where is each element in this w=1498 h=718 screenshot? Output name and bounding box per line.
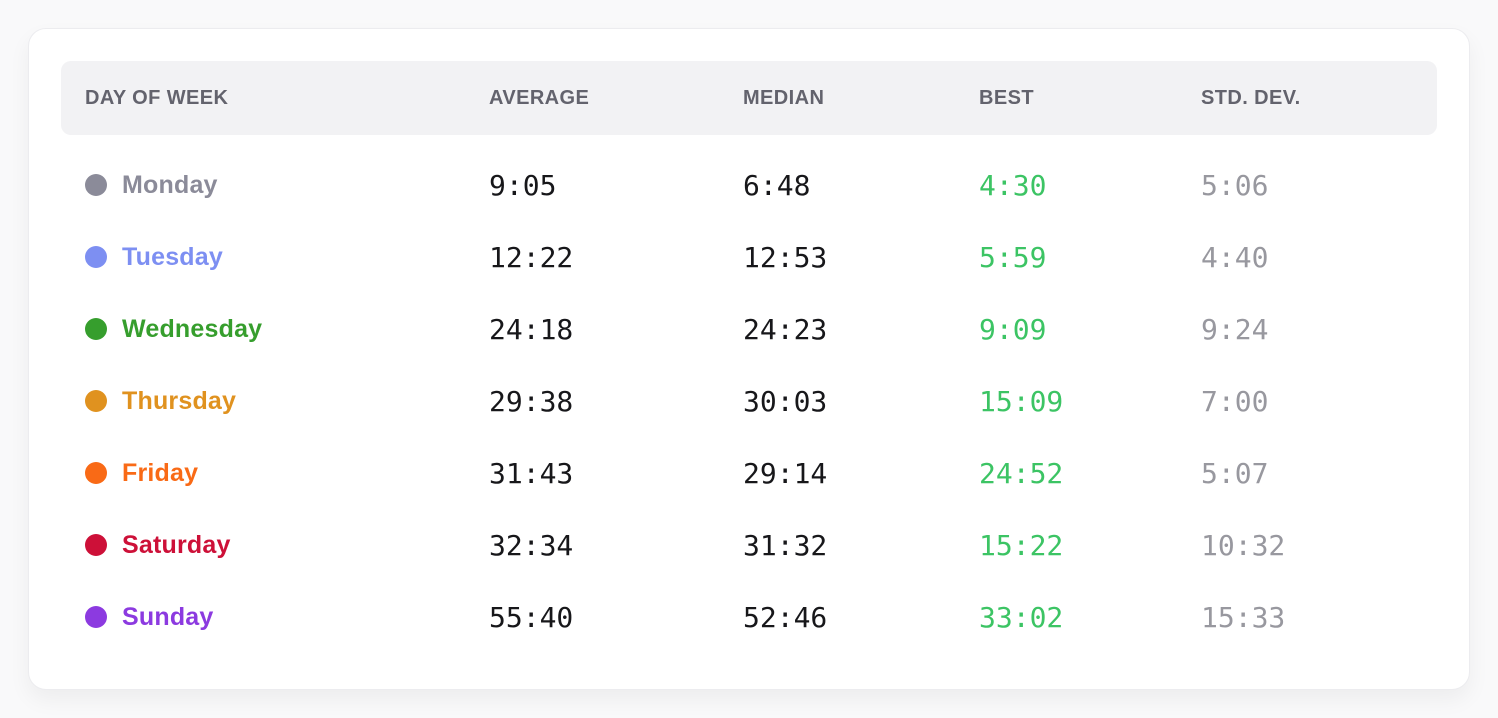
- day-cell: Sunday: [61, 603, 489, 632]
- best-value: 15:22: [979, 528, 1064, 562]
- best-value: 15:09: [979, 384, 1064, 418]
- table-body: Monday 9:05 6:48 4:30 5:06 Tuesday 12:22…: [61, 149, 1437, 653]
- day-dot-icon: [85, 246, 107, 268]
- column-header-std-dev: STD. DEV.: [1201, 86, 1301, 109]
- day-label: Saturday: [122, 530, 231, 559]
- day-dot-icon: [85, 462, 107, 484]
- average-value: 29:38: [489, 384, 574, 418]
- best-value: 4:30: [979, 168, 1047, 202]
- average-value: 31:43: [489, 456, 574, 490]
- best-value: 5:59: [979, 240, 1047, 274]
- std-dev-value: 5:07: [1201, 456, 1269, 490]
- best-value: 9:09: [979, 312, 1047, 346]
- day-label: Friday: [122, 458, 199, 487]
- table-row-tuesday: Tuesday 12:22 12:53 5:59 4:40: [61, 221, 1437, 293]
- day-dot-icon: [85, 606, 107, 628]
- best-value: 33:02: [979, 600, 1064, 634]
- average-value: 9:05: [489, 168, 557, 202]
- column-header-day-of-week: DAY OF WEEK: [85, 86, 229, 109]
- day-cell: Monday: [61, 171, 489, 200]
- table-row-friday: Friday 31:43 29:14 24:52 5:07: [61, 437, 1437, 509]
- day-dot-icon: [85, 390, 107, 412]
- day-label: Wednesday: [122, 314, 263, 343]
- day-label: Sunday: [122, 602, 214, 631]
- median-value: 52:46: [743, 600, 828, 634]
- table-row-thursday: Thursday 29:38 30:03 15:09 7:00: [61, 365, 1437, 437]
- day-cell: Friday: [61, 459, 489, 488]
- best-value: 24:52: [979, 456, 1064, 490]
- day-dot-icon: [85, 174, 107, 196]
- average-value: 55:40: [489, 600, 574, 634]
- median-value: 31:32: [743, 528, 828, 562]
- table-row-sunday: Sunday 55:40 52:46 33:02 15:33: [61, 581, 1437, 653]
- table-row-saturday: Saturday 32:34 31:32 15:22 10:32: [61, 509, 1437, 581]
- column-header-best: BEST: [979, 86, 1034, 109]
- median-value: 24:23: [743, 312, 828, 346]
- median-value: 30:03: [743, 384, 828, 418]
- day-dot-icon: [85, 534, 107, 556]
- std-dev-value: 15:33: [1201, 600, 1286, 634]
- std-dev-value: 10:32: [1201, 528, 1286, 562]
- table-header: DAY OF WEEK AVERAGE MEDIAN BEST STD. DEV…: [61, 61, 1437, 135]
- std-dev-value: 7:00: [1201, 384, 1269, 418]
- median-value: 6:48: [743, 168, 811, 202]
- day-dot-icon: [85, 318, 107, 340]
- day-label: Tuesday: [122, 242, 223, 271]
- median-value: 29:14: [743, 456, 828, 490]
- stats-card: DAY OF WEEK AVERAGE MEDIAN BEST STD. DEV…: [28, 28, 1470, 690]
- day-label: Thursday: [122, 386, 237, 415]
- day-cell: Saturday: [61, 531, 489, 560]
- column-header-median: MEDIAN: [743, 86, 825, 109]
- average-value: 12:22: [489, 240, 574, 274]
- day-cell: Wednesday: [61, 315, 489, 344]
- day-label: Monday: [122, 170, 218, 199]
- std-dev-value: 5:06: [1201, 168, 1269, 202]
- table-row-wednesday: Wednesday 24:18 24:23 9:09 9:24: [61, 293, 1437, 365]
- std-dev-value: 4:40: [1201, 240, 1269, 274]
- column-header-average: AVERAGE: [489, 86, 590, 109]
- day-cell: Tuesday: [61, 243, 489, 272]
- day-cell: Thursday: [61, 387, 489, 416]
- std-dev-value: 9:24: [1201, 312, 1269, 346]
- average-value: 32:34: [489, 528, 574, 562]
- median-value: 12:53: [743, 240, 828, 274]
- average-value: 24:18: [489, 312, 574, 346]
- table-row-monday: Monday 9:05 6:48 4:30 5:06: [61, 149, 1437, 221]
